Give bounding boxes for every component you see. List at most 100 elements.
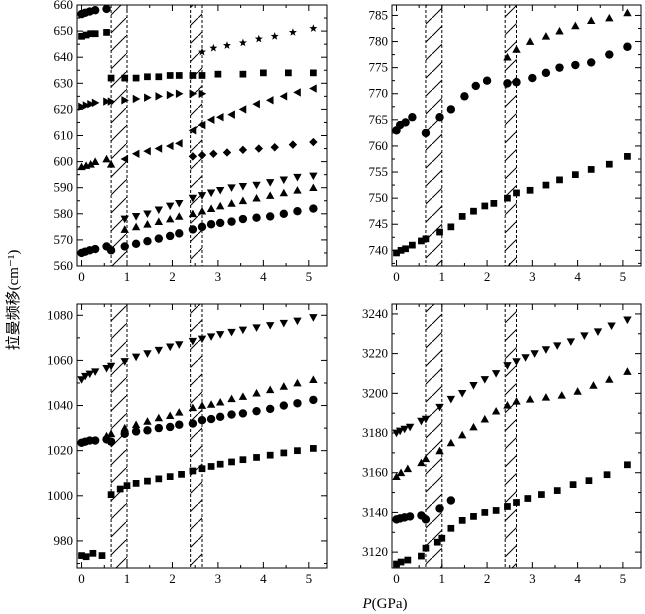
data-point-square <box>393 249 400 257</box>
data-point-triangle-up <box>197 206 207 215</box>
y-tick-label: 780 <box>369 34 389 49</box>
data-series-triangle-down <box>77 314 318 384</box>
data-point-triangle-up <box>206 400 216 408</box>
plot-frame <box>76 303 328 569</box>
data-point-square <box>393 560 400 568</box>
data-point-square <box>603 471 611 479</box>
data-point-square <box>605 160 613 168</box>
data-point-square <box>89 549 97 557</box>
data-series-square <box>78 29 110 40</box>
y-tick-label: 580 <box>54 206 74 221</box>
x-tick-label: 1 <box>124 269 131 284</box>
data-point-triangle-up <box>238 196 248 205</box>
y-tick-label: 755 <box>369 164 389 179</box>
x-tick-label: 5 <box>306 571 313 586</box>
data-point-triangle-left <box>279 92 288 101</box>
data-point-circle <box>90 436 100 445</box>
data-point-triangle-down <box>400 425 409 434</box>
data-point-triangle-left <box>131 149 140 158</box>
data-point-square <box>78 32 85 40</box>
data-point-square <box>556 176 563 184</box>
data-point-triangle-right <box>132 94 141 104</box>
data-point-circle <box>131 239 141 249</box>
data-point-triangle-up <box>188 209 198 218</box>
y-tick-label: 745 <box>369 216 389 231</box>
data-point-circle <box>206 220 216 229</box>
data-point-circle <box>120 242 129 251</box>
data-point-square <box>624 461 631 469</box>
hatched-transition-region <box>190 5 202 266</box>
data-point-triangle-down <box>90 368 100 376</box>
plot-frame <box>391 4 642 267</box>
data-point-square <box>504 503 511 510</box>
data-point-triangle-left <box>143 146 151 156</box>
x-tick-label: 2 <box>169 269 176 284</box>
data-point-triangle-up <box>238 392 248 400</box>
data-point-triangle-right <box>82 101 91 110</box>
data-point-triangle-up <box>175 212 184 220</box>
data-point-triangle-up <box>525 37 535 45</box>
data-point-square <box>422 544 430 552</box>
data-point-star <box>238 38 247 47</box>
data-point-triangle-down <box>175 341 184 349</box>
data-point-square <box>132 74 140 82</box>
data-point-triangle-up <box>309 375 318 383</box>
data-point-square <box>228 458 235 466</box>
data-point-star <box>209 43 218 52</box>
data-point-triangle-up <box>573 387 582 395</box>
data-point-triangle-left <box>120 154 129 164</box>
data-point-triangle-left <box>309 84 317 93</box>
data-point-circle <box>503 79 512 88</box>
data-point-triangle-right <box>87 99 95 109</box>
data-point-triangle-down <box>265 179 275 187</box>
y-axis-title: 拉曼频移(cm⁻¹) <box>5 250 22 351</box>
data-series-triangle-up <box>392 367 632 481</box>
x-tick-label: 4 <box>260 571 267 586</box>
data-point-square <box>402 245 409 253</box>
data-point-triangle-down <box>446 395 456 404</box>
data-point-triangle-up <box>435 446 444 455</box>
hatched-transition-region <box>425 5 442 266</box>
data-point-triangle-up <box>293 186 302 194</box>
data-point-triangle-down <box>143 210 152 218</box>
data-point-circle <box>471 81 480 91</box>
data-point-triangle-up <box>102 431 111 440</box>
data-point-circle <box>293 206 302 216</box>
data-point-circle <box>120 429 129 438</box>
data-point-square <box>504 194 511 202</box>
x-tick-label: 3 <box>215 269 222 284</box>
y-tick-label: 760 <box>369 138 389 153</box>
data-point-triangle-up <box>491 406 501 415</box>
data-point-triangle-left <box>175 139 183 148</box>
data-series-square <box>78 445 317 561</box>
data-series-circle <box>77 204 318 258</box>
data-point-square <box>107 74 115 82</box>
data-point-triangle-down <box>175 200 184 208</box>
y-tick-label: 640 <box>54 49 74 64</box>
data-point-square <box>397 246 405 254</box>
data-point-square <box>166 473 174 480</box>
data-point-triangle-down <box>85 370 94 379</box>
data-point-square <box>438 534 446 542</box>
data-point-triangle-left <box>188 126 197 135</box>
data-point-triangle-right <box>175 89 184 98</box>
data-point-triangle-right <box>78 102 86 111</box>
data-point-circle <box>482 76 492 85</box>
data-point-triangle-down <box>252 181 261 190</box>
data-point-circle <box>555 63 564 72</box>
data-point-square <box>239 70 247 78</box>
y-tick-label: 630 <box>54 75 74 90</box>
data-point-triangle-down <box>120 358 129 366</box>
data-series-square <box>393 153 631 257</box>
data-point-square <box>433 538 441 546</box>
data-point-square <box>447 223 455 231</box>
data-point-square <box>422 235 430 243</box>
data-point-triangle-left <box>252 99 260 109</box>
data-point-circle <box>131 427 141 436</box>
data-point-triangle-up <box>143 220 152 228</box>
data-point-triangle-up <box>106 160 116 168</box>
data-point-triangle-up <box>154 413 164 422</box>
data-point-circle <box>227 217 236 226</box>
data-point-square <box>524 495 532 502</box>
